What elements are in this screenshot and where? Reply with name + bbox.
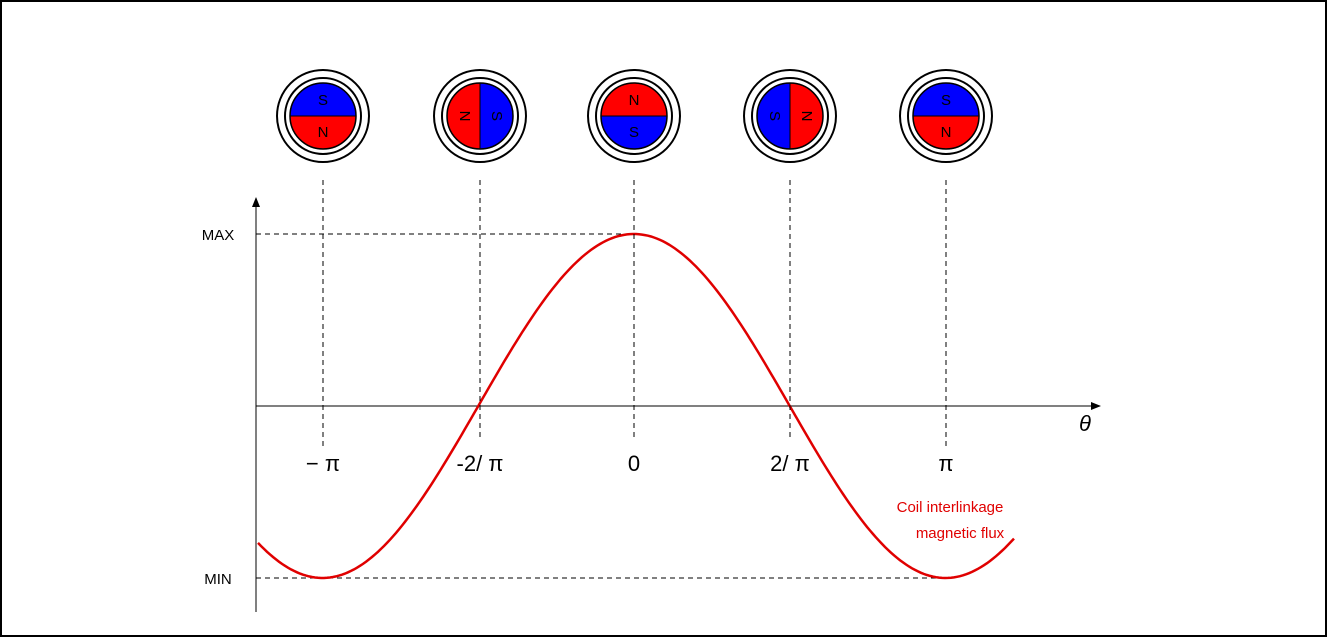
y-label: MIN: [204, 571, 232, 588]
pole-letter: N: [798, 111, 815, 122]
pole-letter: S: [488, 111, 505, 121]
magnet-edge: [756, 82, 824, 150]
pole-letter: S: [318, 92, 328, 109]
pole-letter: N: [318, 124, 329, 141]
pole-letter: S: [766, 111, 783, 121]
y-label: MAX: [202, 227, 235, 244]
x-label: π: [938, 451, 953, 476]
curve-label: Coil interlinkage: [897, 499, 1004, 516]
pole-letter: N: [629, 92, 640, 109]
magnet-edge: [446, 82, 514, 150]
x-label: − π: [306, 451, 340, 476]
pole-letter: S: [941, 92, 951, 109]
x-label: -2/ π: [457, 451, 504, 476]
magnet: SN: [276, 69, 370, 163]
pole-letter: N: [941, 124, 952, 141]
magnet-edge: [289, 82, 357, 150]
magnet-edge: [600, 82, 668, 150]
pole-letter: N: [456, 111, 473, 122]
x-label: 0: [628, 451, 640, 476]
x-label: 2/ π: [770, 451, 810, 476]
flux-curve: [257, 232, 1015, 580]
magnet-edge: [912, 82, 980, 150]
pole-letter: S: [629, 124, 639, 141]
magnet: NS: [587, 69, 681, 163]
x-axis-label: θ: [1079, 411, 1091, 436]
magnet: SN: [899, 69, 993, 163]
curve-label: magnetic flux: [916, 525, 1005, 542]
